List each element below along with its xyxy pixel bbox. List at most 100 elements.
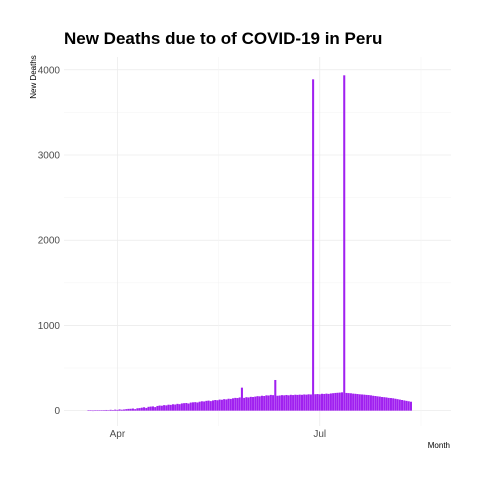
bar xyxy=(274,379,277,411)
gridlines xyxy=(64,57,451,426)
bar xyxy=(232,398,235,411)
x-tick-label: Apr xyxy=(110,429,126,440)
bar xyxy=(198,401,201,411)
bar xyxy=(374,396,377,411)
bar xyxy=(189,402,192,411)
bar xyxy=(409,401,412,411)
bar xyxy=(227,398,230,411)
bar xyxy=(191,402,195,411)
bar xyxy=(307,394,310,411)
bar xyxy=(169,404,172,411)
bar xyxy=(289,394,292,411)
bar xyxy=(116,409,119,411)
bar xyxy=(120,409,123,411)
bar xyxy=(216,400,219,411)
bar xyxy=(312,79,315,411)
bar xyxy=(158,405,161,411)
bar xyxy=(127,408,130,411)
bar xyxy=(314,394,317,411)
bar xyxy=(176,403,179,411)
bar xyxy=(154,407,157,411)
bar xyxy=(407,401,410,411)
chart-title: New Deaths due to of COVID-19 in Peru xyxy=(64,29,382,48)
bar xyxy=(94,410,97,411)
bar xyxy=(134,409,137,411)
bar xyxy=(405,400,408,411)
bar xyxy=(401,400,404,411)
bar xyxy=(303,394,306,411)
bar xyxy=(196,402,199,411)
bar xyxy=(283,395,286,411)
bar xyxy=(265,395,268,411)
bar xyxy=(91,410,94,412)
bar xyxy=(363,394,366,411)
y-tick-label: 0 xyxy=(54,406,60,417)
bar xyxy=(285,394,288,411)
bar xyxy=(258,396,261,411)
bar xyxy=(238,397,241,411)
bar xyxy=(220,399,223,411)
bar xyxy=(347,393,350,411)
bar xyxy=(334,392,337,411)
bar xyxy=(263,396,266,411)
bar xyxy=(394,398,397,411)
bar xyxy=(252,397,255,411)
bar xyxy=(292,395,295,411)
bar xyxy=(163,405,166,411)
y-axis-label: New Deaths xyxy=(29,55,38,99)
bar xyxy=(296,394,299,411)
bar xyxy=(103,410,106,411)
bar xyxy=(236,398,239,411)
bar xyxy=(114,409,117,411)
bar xyxy=(107,410,110,411)
bar xyxy=(278,395,281,411)
x-tick-label: Jul xyxy=(313,429,326,440)
bar xyxy=(287,395,290,411)
bar xyxy=(398,399,401,411)
bar xyxy=(276,395,279,411)
bar xyxy=(352,393,355,411)
bar xyxy=(327,393,330,411)
bar xyxy=(160,405,163,411)
bar xyxy=(269,394,272,411)
bar xyxy=(178,404,181,411)
bar xyxy=(145,407,148,411)
bar xyxy=(372,395,375,411)
bar xyxy=(354,393,357,411)
bar xyxy=(105,409,108,411)
bar xyxy=(165,405,168,411)
bar xyxy=(361,394,364,411)
bar xyxy=(209,401,212,411)
bar xyxy=(338,392,341,411)
bar xyxy=(340,392,344,411)
bar xyxy=(294,394,297,411)
bar xyxy=(214,400,217,411)
bar xyxy=(240,387,243,411)
bar xyxy=(309,394,312,411)
bar xyxy=(396,399,399,411)
bar xyxy=(185,402,188,411)
bar xyxy=(376,396,379,411)
bar xyxy=(183,403,186,411)
bar xyxy=(203,401,206,411)
bar xyxy=(385,397,388,411)
bar xyxy=(305,394,308,411)
bar xyxy=(369,395,372,411)
x-tick-labels: Apr Jul xyxy=(110,429,327,440)
bar xyxy=(272,395,275,411)
bar xyxy=(180,403,183,411)
bar xyxy=(298,394,301,411)
bar xyxy=(367,395,370,411)
bar xyxy=(151,406,154,411)
y-tick-label: 1000 xyxy=(38,321,61,332)
bar xyxy=(143,407,146,411)
y-tick-label: 4000 xyxy=(38,65,61,76)
bar xyxy=(345,392,348,411)
bar xyxy=(387,397,390,411)
bar xyxy=(136,408,139,411)
bar xyxy=(123,409,126,411)
y-tick-label: 3000 xyxy=(38,151,61,162)
bar xyxy=(243,397,246,411)
y-tick-labels: 0 1000 2000 3000 4000 xyxy=(38,65,61,417)
bar xyxy=(332,393,335,411)
